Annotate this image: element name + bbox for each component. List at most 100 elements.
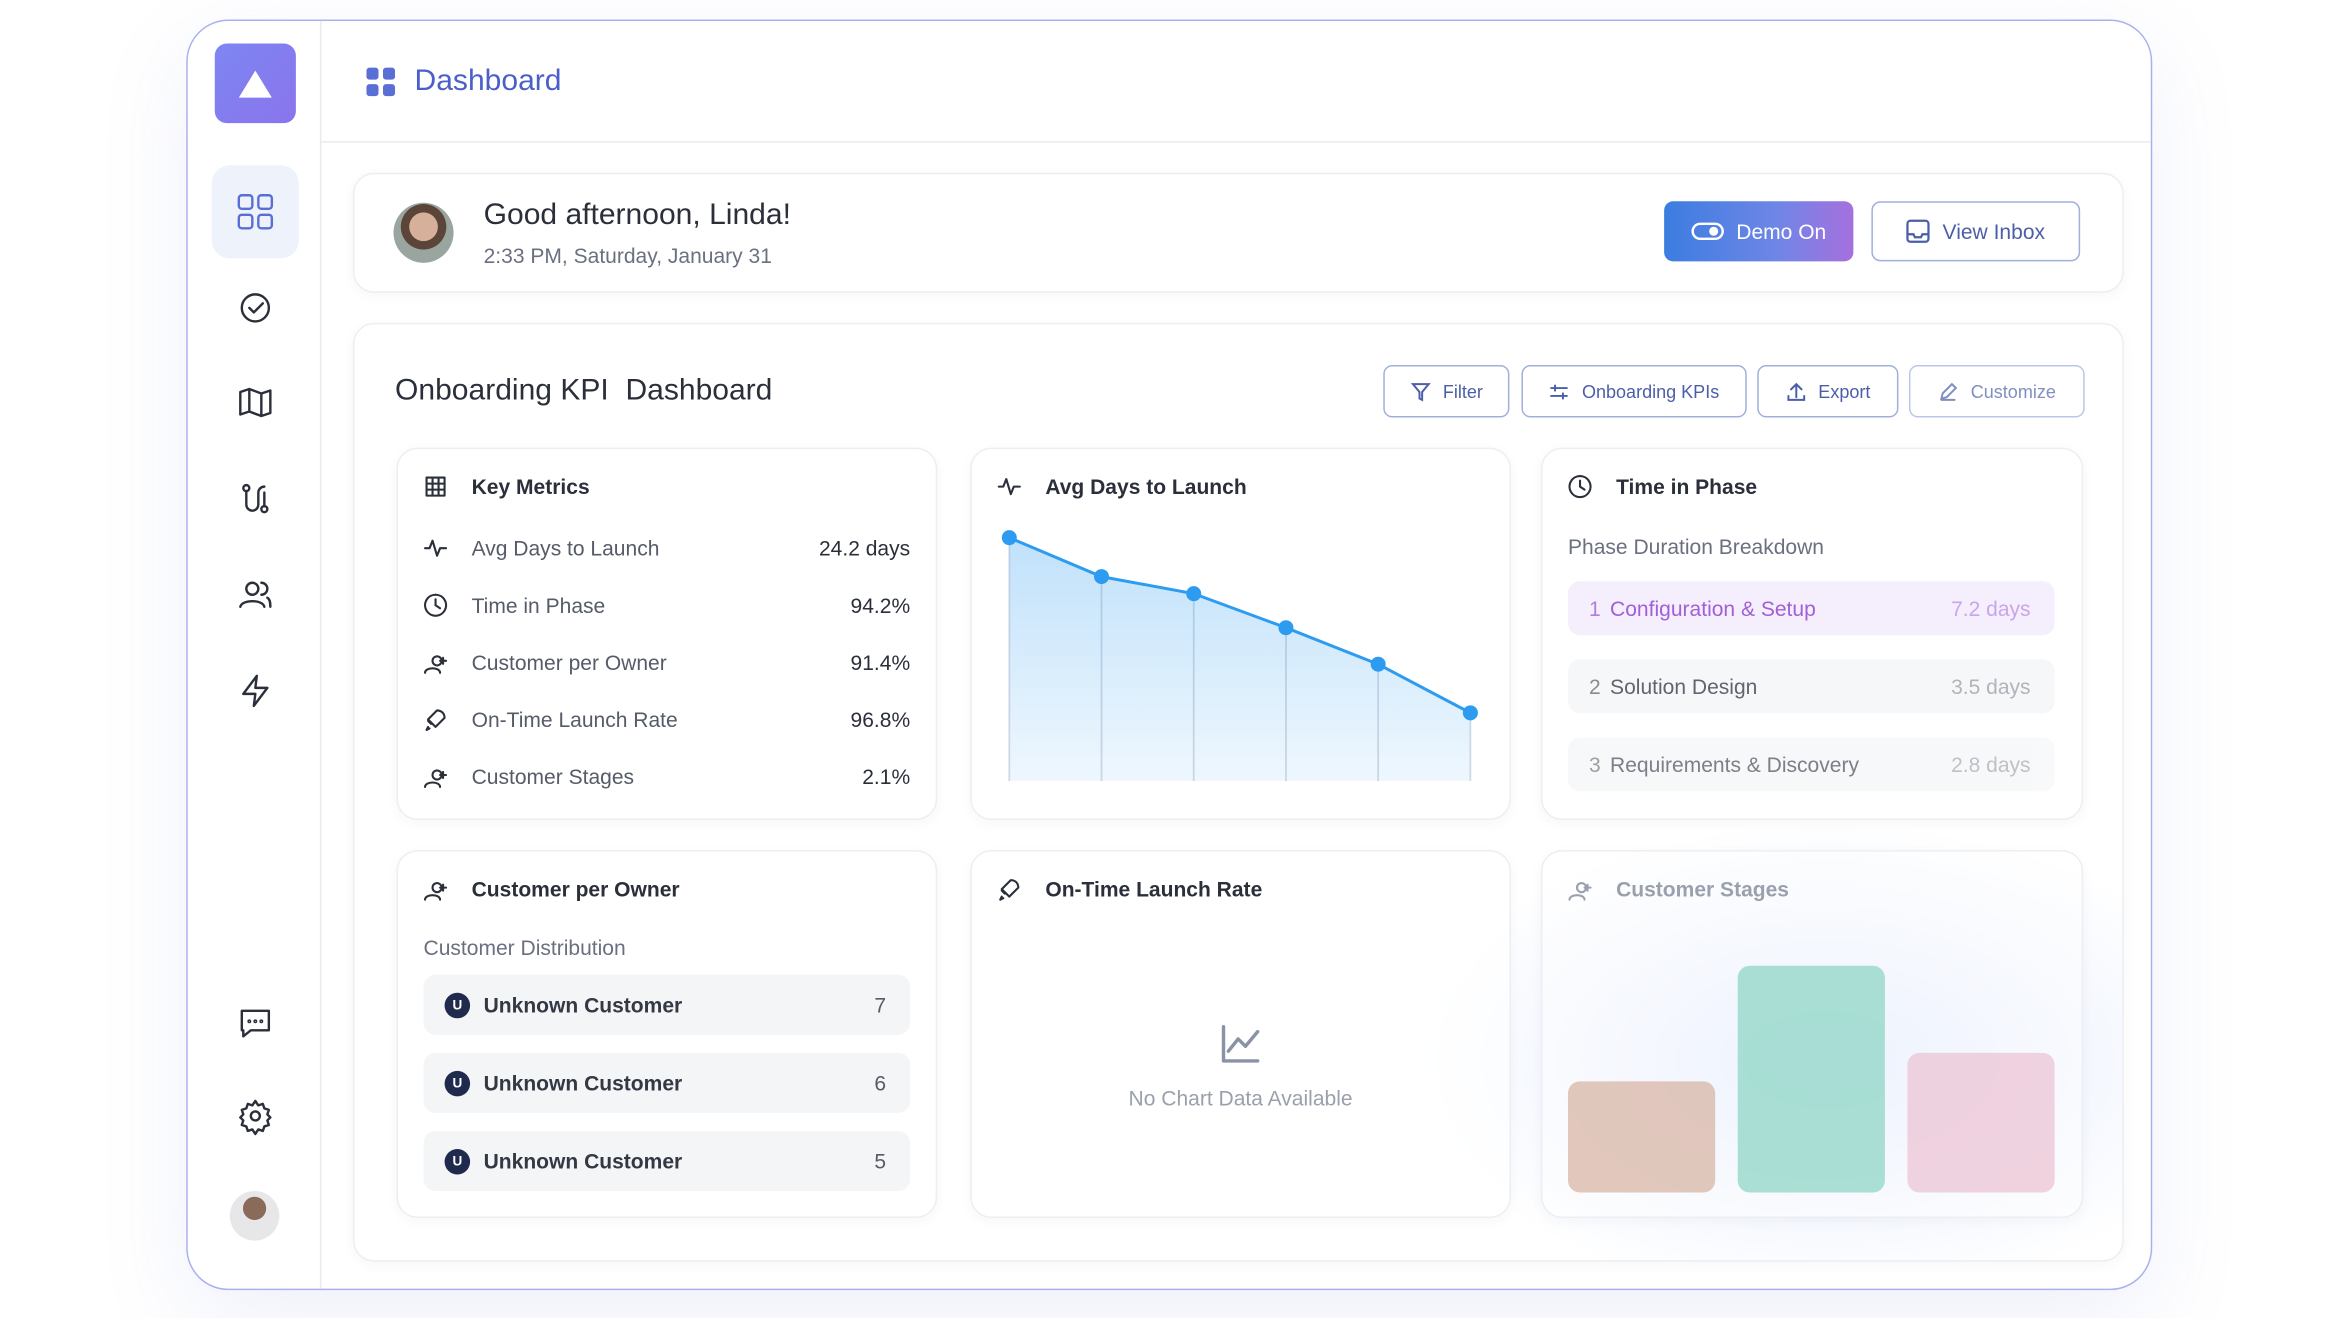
nav-settings[interactable] <box>237 1098 273 1136</box>
icon <box>424 593 448 617</box>
line-chart <box>1001 530 1478 781</box>
customer-row: U Unknown Customer 7 <box>423 974 911 1035</box>
customer-badge: U <box>444 1070 471 1097</box>
phase-row[interactable]: 1 Configuration & Setup 7.2 days <box>1568 581 2055 636</box>
nav-route[interactable] <box>237 481 273 517</box>
time-in-phase-card: Time in Phase Phase Duration Breakdown 1 Co… <box>1540 447 2084 821</box>
icon-path <box>1550 383 1569 399</box>
user-avatar[interactable] <box>229 1191 280 1241</box>
greeting-avatar <box>393 202 454 263</box>
phase-row[interactable]: 3 Requirements & Discovery 2.8 days <box>1568 737 2055 792</box>
phase-name: Configuration & Setup <box>1610 596 1816 621</box>
customer-count: 6 <box>874 1070 887 1095</box>
icon-path <box>1786 381 1805 401</box>
phase-value: 3.5 days <box>1951 674 2031 699</box>
card-subtitle: Phase Duration Breakdown <box>1568 534 1824 559</box>
button-icon <box>1940 381 1958 401</box>
icon-path <box>423 539 448 557</box>
point <box>1370 656 1386 672</box>
phase-rank: 1 <box>1589 596 1601 621</box>
icon <box>997 478 1021 496</box>
metric-label: Customer per Owner <box>471 650 667 675</box>
card-title: On-Time Launch Rate <box>1045 877 1263 902</box>
card-subtitle: Customer Distribution <box>423 935 626 960</box>
icon <box>425 709 446 731</box>
customer-count: 5 <box>874 1148 887 1173</box>
bar <box>1737 965 1885 1193</box>
card-title: Time in Phase <box>1616 474 1758 499</box>
icon <box>425 476 446 497</box>
inbox-button[interactable]: View Inbox <box>1871 201 2081 262</box>
logo[interactable] <box>214 43 296 124</box>
card-title: Avg Days to Launch <box>1045 474 1247 499</box>
metric-label: Customer Stages <box>471 764 635 789</box>
metric-value: 91.4% <box>850 650 911 675</box>
avg-days-card: Avg Days to Launch <box>970 447 1511 821</box>
customer-row: U Unknown Customer 6 <box>423 1052 911 1113</box>
icon <box>999 879 1020 901</box>
metric-value: 24.2 days <box>818 536 911 561</box>
nav-automation[interactable] <box>237 673 273 709</box>
demo-toggle[interactable]: Demo On <box>1664 201 1854 262</box>
button-label: Customize <box>1970 380 2056 402</box>
key-metrics-card: Key Metrics Avg Days to Launch 24.2 days Ti… <box>396 447 938 821</box>
button-label: View Inbox <box>1942 219 2046 244</box>
icon-path <box>1410 382 1431 401</box>
point <box>1186 586 1202 602</box>
phase-row[interactable]: 2 Solution Design 3.5 days <box>1568 659 2055 714</box>
nav-users[interactable] <box>237 577 273 613</box>
icon <box>423 882 448 901</box>
icon <box>1568 475 1592 499</box>
toolbar-button[interactable]: Onboarding KPIs <box>1521 364 1747 418</box>
bar <box>1568 1081 1716 1193</box>
greeting-title: Good afternoon, Linda! <box>483 198 791 232</box>
icon-path <box>425 476 446 497</box>
phase-name: Requirements & Discovery <box>1610 752 1859 777</box>
metric-value: 94.2% <box>850 593 911 618</box>
nav-active[interactable] <box>211 165 299 259</box>
customer-name: Unknown Customer <box>483 992 683 1017</box>
icon <box>423 655 448 674</box>
icon <box>1568 882 1592 901</box>
card-title: Key Metrics <box>471 474 590 499</box>
customer-per-owner-card: Customer per Owner Customer Distribution U… <box>396 850 938 1219</box>
point <box>1278 620 1294 636</box>
customer-row: U Unknown Customer 5 <box>423 1130 911 1192</box>
nav-chat[interactable] <box>237 1005 273 1041</box>
icon-path <box>997 478 1021 496</box>
button-label: Onboarding KPIs <box>1581 380 1720 402</box>
customer-name: Unknown Customer <box>483 1070 683 1095</box>
icon-path <box>1568 475 1592 499</box>
on-time-card: On-Time Launch Rate No Chart Data Availab… <box>970 850 1511 1219</box>
sidebar <box>188 21 322 1289</box>
metric-label: On-Time Launch Rate <box>471 707 678 732</box>
icon-path <box>423 655 448 674</box>
icon-path <box>424 593 448 617</box>
toolbar-button[interactable]: Export <box>1757 364 1899 418</box>
nav-map[interactable] <box>237 384 273 420</box>
icon-path <box>1940 381 1958 401</box>
line <box>1008 536 1472 715</box>
toggle-icon <box>1691 222 1724 241</box>
icon <box>1221 1025 1260 1063</box>
toolbar-button[interactable]: Filter <box>1383 364 1510 418</box>
metric-value: 96.8% <box>850 707 911 732</box>
customer-count: 7 <box>874 992 887 1017</box>
customer-stages-card: Customer Stages <box>1540 850 2084 1219</box>
greeting-subtitle: 2:33 PM, Saturday, January 31 <box>483 243 772 268</box>
metric-label: Avg Days to Launch <box>471 536 660 561</box>
customer-badge: U <box>444 992 471 1019</box>
phase-value: 2.8 days <box>1951 752 2031 777</box>
button-icon <box>1550 383 1569 399</box>
inbox-icon <box>1906 219 1931 243</box>
dashboard-icon <box>366 67 396 97</box>
icon-path <box>1221 1025 1260 1063</box>
metric-label: Time in Phase <box>471 593 606 618</box>
button-label: Export <box>1818 380 1871 402</box>
button-label: Demo On <box>1736 219 1827 244</box>
toolbar-button[interactable]: Customize <box>1908 364 2085 418</box>
icon <box>423 769 448 789</box>
nav-tasks[interactable] <box>237 290 273 326</box>
empty-message: No Chart Data Available <box>1128 1085 1353 1110</box>
